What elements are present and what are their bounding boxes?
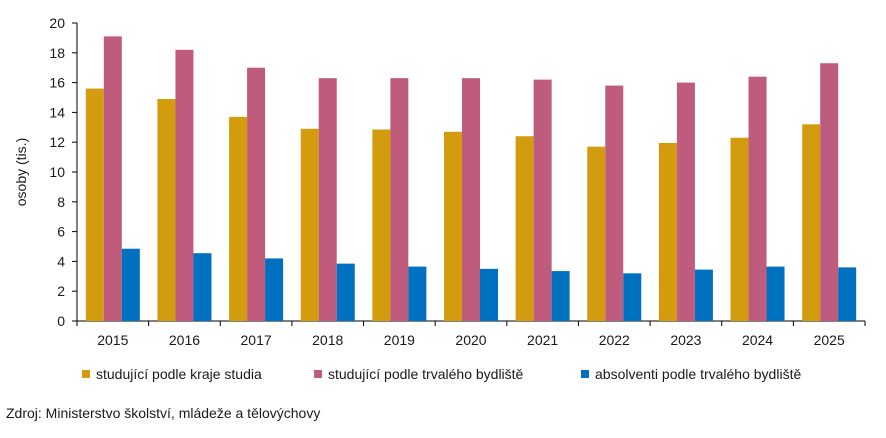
bar-2021-series-3 bbox=[551, 271, 570, 321]
bar-2020-series-1 bbox=[444, 131, 462, 321]
source-note: Zdroj: Ministerstvo školství, mládeže a … bbox=[6, 405, 321, 421]
y-tick-label: 14 bbox=[49, 104, 65, 120]
bar-2016-series-2 bbox=[175, 49, 194, 321]
legend-label-2: studující podle trvalého bydliště bbox=[328, 366, 524, 382]
bar-2024-series-3 bbox=[766, 266, 785, 321]
bars bbox=[85, 36, 857, 322]
y-tick-label: 0 bbox=[57, 313, 65, 329]
bar-2015-series-1 bbox=[85, 88, 104, 321]
legend-swatch-3 bbox=[581, 370, 589, 378]
bar-2023-series-3 bbox=[694, 269, 713, 321]
y-tick-label: 8 bbox=[57, 194, 65, 210]
bar-2021-series-1 bbox=[515, 136, 534, 321]
x-tick-label: 2015 bbox=[97, 332, 128, 348]
bar-2016-series-1 bbox=[157, 98, 176, 322]
legend-swatch-2 bbox=[314, 370, 322, 378]
x-tick-label: 2016 bbox=[169, 332, 200, 348]
bar-2019-series-3 bbox=[408, 266, 427, 321]
legend-label-3: absolventi podle trvalého bydliště bbox=[595, 366, 801, 382]
x-tick-label: 2024 bbox=[742, 332, 773, 348]
bar-2023-series-1 bbox=[658, 142, 677, 321]
bar-2016-series-3 bbox=[193, 253, 212, 321]
bar-2022-series-3 bbox=[623, 273, 642, 321]
y-tick-label: 12 bbox=[49, 134, 65, 150]
y-tick-label: 20 bbox=[49, 15, 65, 31]
x-tick-label: 2022 bbox=[599, 332, 630, 348]
y-tick-label: 2 bbox=[57, 283, 65, 299]
x-tick-label: 2017 bbox=[241, 332, 272, 348]
bar-2020-series-2 bbox=[462, 78, 480, 321]
y-tick-label: 16 bbox=[49, 75, 65, 91]
y-tick-label: 18 bbox=[49, 45, 65, 61]
legend-label-1: studující podle kraje studia bbox=[96, 366, 262, 382]
bar-2015-series-2 bbox=[103, 36, 122, 321]
x-tick-label: 2025 bbox=[814, 332, 845, 348]
bar-2019-series-1 bbox=[372, 129, 391, 321]
bar-2018-series-1 bbox=[300, 128, 319, 321]
x-tick-label: 2019 bbox=[384, 332, 415, 348]
x-tick-label: 2021 bbox=[527, 332, 558, 348]
x-tick-label: 2020 bbox=[455, 332, 486, 348]
bar-2022-series-1 bbox=[587, 146, 606, 321]
bar-2015-series-3 bbox=[121, 248, 140, 321]
bar-2017-series-1 bbox=[229, 116, 248, 322]
bar-2019-series-2 bbox=[390, 78, 409, 321]
x-axis: 2015 2016 2017 2018 2019 2020 2021 2022 2023 2024… bbox=[76, 320, 866, 348]
legend-swatch-1 bbox=[82, 370, 90, 378]
bar-2021-series-2 bbox=[533, 79, 552, 322]
bar-2025-series-2 bbox=[820, 63, 839, 321]
x-tick-label: 2018 bbox=[312, 332, 343, 348]
bar-2017-series-2 bbox=[247, 67, 266, 321]
legend: studující podle kraje studia studující po… bbox=[82, 366, 801, 382]
bar-2025-series-3 bbox=[838, 267, 857, 321]
y-tick-label: 6 bbox=[57, 224, 65, 240]
y-tick-label: 4 bbox=[57, 253, 65, 269]
y-tick-label: 10 bbox=[49, 164, 65, 180]
bar-2017-series-3 bbox=[265, 258, 284, 321]
x-tick-label: 2023 bbox=[670, 332, 701, 348]
bar-2025-series-1 bbox=[802, 124, 821, 321]
y-axis-title: osoby (tis.) bbox=[13, 138, 29, 206]
y-axis: 0 2 4 6 8 10 12 14 16 18 20 bbox=[49, 15, 78, 329]
bar-2020-series-3 bbox=[480, 268, 498, 321]
bar-2018-series-3 bbox=[336, 263, 355, 321]
bar-2024-series-2 bbox=[748, 76, 767, 321]
bar-2023-series-2 bbox=[676, 82, 695, 321]
bar-2018-series-2 bbox=[318, 78, 337, 321]
bar-2022-series-2 bbox=[605, 85, 624, 321]
bar-2024-series-1 bbox=[730, 137, 749, 321]
